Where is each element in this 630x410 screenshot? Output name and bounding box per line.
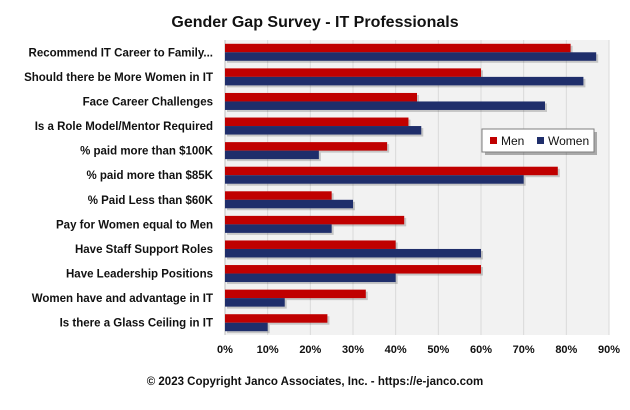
category-label: Have Leadership Positions xyxy=(66,269,213,281)
category-label: Women have and advantage in IT xyxy=(32,293,213,305)
bar-men xyxy=(225,240,396,249)
bar-men xyxy=(225,314,328,323)
gridlines xyxy=(224,40,610,335)
legend-label-women: Women xyxy=(548,134,589,148)
category-label: % paid more than $100K xyxy=(80,146,214,158)
bar-women xyxy=(225,126,422,135)
plot-area xyxy=(225,40,609,335)
x-tick-label: 30% xyxy=(342,344,364,356)
legend-swatch-men xyxy=(490,137,497,144)
bar-men xyxy=(225,43,571,53)
bar-men xyxy=(225,265,481,274)
x-tick-label: 90% xyxy=(598,344,620,356)
copyright-footer: © 2023 Copyright Janco Associates, Inc. … xyxy=(147,376,484,388)
bar-men xyxy=(225,191,332,200)
legend-label-men: Men xyxy=(501,134,524,148)
bar-women xyxy=(225,224,332,233)
legend-swatch-women xyxy=(537,137,544,144)
x-tick-label: 10% xyxy=(257,344,279,356)
bars xyxy=(225,43,599,334)
bar-men xyxy=(225,117,409,127)
bar-men xyxy=(225,215,405,225)
bar-women xyxy=(225,322,268,332)
category-label: Pay for Women equal to Men xyxy=(56,219,213,231)
x-tick-label: 0% xyxy=(217,344,233,356)
bar-men xyxy=(225,289,366,299)
bar-women xyxy=(225,273,396,283)
x-tick-label: 80% xyxy=(555,344,577,356)
bar-women xyxy=(225,101,545,110)
category-label: Is there a Glass Ceiling in IT xyxy=(60,318,213,330)
x-tick-label: 20% xyxy=(299,344,321,356)
legend: Men Women xyxy=(481,128,597,155)
bar-women xyxy=(225,175,524,184)
x-tick-label: 70% xyxy=(513,344,535,356)
x-tick-labels: 0% 10% 20% 30% 40% 50% 60% 70% 80% 90% xyxy=(217,344,620,356)
bar-women xyxy=(225,199,353,209)
bar-women xyxy=(225,52,597,61)
bar-men xyxy=(225,142,388,151)
bar-men xyxy=(225,68,481,77)
category-label: Recommend IT Career to Family... xyxy=(29,47,213,59)
bar-women xyxy=(225,248,481,258)
bar-women xyxy=(225,150,319,160)
x-tick-label: 50% xyxy=(427,344,449,356)
chart-title: Gender Gap Survey - IT Professionals xyxy=(171,14,458,31)
bar-men xyxy=(225,166,558,176)
category-label: Should there be More Women in IT xyxy=(24,72,213,84)
category-label: Face Career Challenges xyxy=(83,96,213,108)
category-label: % paid more than $85K xyxy=(86,170,213,182)
x-tick-label: 40% xyxy=(385,344,407,356)
category-label: % Paid Less than $60K xyxy=(88,195,214,207)
x-tick-label: 60% xyxy=(470,344,492,356)
category-label: Have Staff Support Roles xyxy=(75,244,213,256)
bar-men xyxy=(225,92,417,102)
category-labels: Recommend IT Career to Family... Should t… xyxy=(24,47,214,329)
bar-women xyxy=(225,76,584,86)
category-label: Is a Role Model/Mentor Required xyxy=(35,121,213,133)
bar-women xyxy=(225,298,285,307)
